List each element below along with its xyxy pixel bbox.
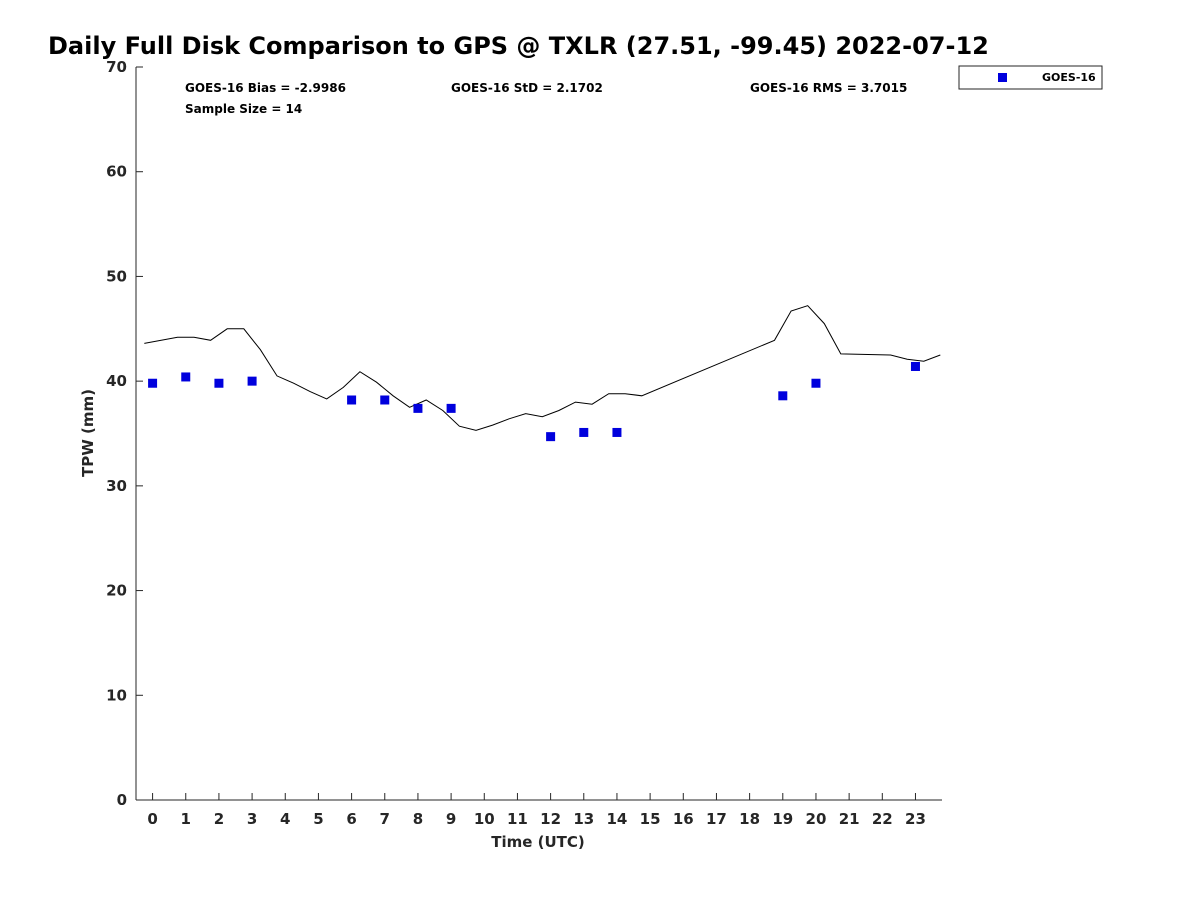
goes16-point bbox=[910, 361, 920, 371]
x-tick-label: 16 bbox=[673, 810, 694, 828]
x-tick-label: 5 bbox=[313, 810, 323, 828]
x-tick-label: 20 bbox=[806, 810, 827, 828]
x-tick-label: 4 bbox=[280, 810, 290, 828]
y-tick-label: 20 bbox=[106, 582, 127, 600]
y-tick-label: 50 bbox=[106, 267, 127, 285]
plot-area bbox=[135, 67, 942, 801]
y-tick-label: 70 bbox=[106, 58, 127, 76]
x-tick-label: 22 bbox=[872, 810, 893, 828]
goes16-point bbox=[181, 372, 191, 382]
legend-marker bbox=[998, 73, 1007, 82]
y-tick-label: 30 bbox=[106, 477, 127, 495]
goes16-point bbox=[148, 378, 158, 388]
goes16-point bbox=[811, 378, 821, 388]
x-tick-label: 6 bbox=[346, 810, 356, 828]
goes16-point bbox=[579, 427, 589, 437]
y-ticks: 0 10 20 30 40 50 60 70 bbox=[106, 58, 143, 809]
goes16-point bbox=[347, 395, 357, 405]
x-axis-label: Time (UTC) bbox=[491, 833, 585, 851]
legend-label-goes16: GOES-16 bbox=[1042, 71, 1096, 84]
goes16-point bbox=[778, 391, 788, 401]
x-tick-label: 15 bbox=[640, 810, 661, 828]
y-tick-label: 10 bbox=[106, 686, 127, 704]
x-tick-label: 2 bbox=[214, 810, 224, 828]
legend: GOES-16 bbox=[958, 65, 1103, 90]
gps-line-series bbox=[144, 305, 941, 431]
x-tick-label: 0 bbox=[147, 810, 157, 828]
goes16-point bbox=[446, 403, 456, 413]
goes16-point bbox=[380, 395, 390, 405]
x-tick-label: 21 bbox=[839, 810, 860, 828]
goes16-point bbox=[214, 378, 224, 388]
y-tick-label: 40 bbox=[106, 372, 127, 390]
y-tick-label: 0 bbox=[117, 791, 127, 809]
gps-tpw-line bbox=[144, 305, 941, 431]
x-tick-label: 11 bbox=[507, 810, 528, 828]
stat-std: GOES-16 StD = 2.1702 bbox=[451, 81, 603, 95]
x-tick-label: 14 bbox=[607, 810, 628, 828]
goes16-scatter-series bbox=[148, 361, 920, 442]
x-tick-label: 7 bbox=[380, 810, 390, 828]
legend-box bbox=[958, 65, 1103, 90]
x-tick-label: 10 bbox=[474, 810, 495, 828]
x-tick-label: 12 bbox=[540, 810, 561, 828]
stat-bias: GOES-16 Bias = -2.9986 bbox=[185, 81, 346, 95]
stat-rms: GOES-16 RMS = 3.7015 bbox=[750, 81, 907, 95]
chart-title: Daily Full Disk Comparison to GPS @ TXLR… bbox=[48, 32, 989, 60]
x-tick-label: 8 bbox=[413, 810, 423, 828]
stat-sample-size: Sample Size = 14 bbox=[185, 102, 302, 116]
stats-annotations: GOES-16 Bias = -2.9986 GOES-16 StD = 2.1… bbox=[185, 81, 907, 116]
y-tick-label: 60 bbox=[106, 163, 127, 181]
x-tick-label: 3 bbox=[247, 810, 257, 828]
x-tick-label: 13 bbox=[573, 810, 594, 828]
x-tick-label: 23 bbox=[905, 810, 926, 828]
x-tick-label: 9 bbox=[446, 810, 456, 828]
goes16-point bbox=[247, 376, 257, 386]
goes16-point bbox=[413, 403, 423, 413]
y-axis-label: TPW (mm) bbox=[79, 389, 97, 477]
x-tick-label: 18 bbox=[739, 810, 760, 828]
goes16-point bbox=[546, 432, 556, 442]
x-tick-label: 17 bbox=[706, 810, 727, 828]
x-tick-label: 1 bbox=[181, 810, 191, 828]
x-ticks: 0 1 2 3 4 5 6 7 8 9 10 11 12 13 14 15 16 17 18 19 20 21 22 23 bbox=[147, 793, 926, 828]
x-tick-label: 19 bbox=[772, 810, 793, 828]
goes16-point bbox=[612, 427, 622, 437]
